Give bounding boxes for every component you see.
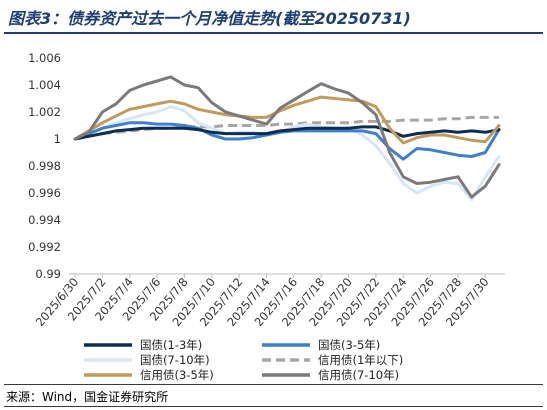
y-axis: 0.99 0.992 0.994 0.996 0.998 1 1.002 1.004 1.006 bbox=[28, 51, 61, 281]
legend: 国债(1-3年) 国债(3-5年) 国债(7-10年) 信用债(1年以下) 信用债(3-… bbox=[84, 338, 403, 382]
source-note: 来源：Wind，国金证券研究所 bbox=[6, 390, 169, 404]
legend-label: 国债(1-3年) bbox=[140, 338, 202, 352]
title-divider bbox=[4, 32, 543, 34]
y-tick-label: 1 bbox=[54, 132, 61, 146]
legend-label: 信用债(7-10年) bbox=[318, 368, 399, 382]
y-tick-label: 0.994 bbox=[28, 213, 61, 227]
legend-label: 信用债(3-5年) bbox=[140, 368, 214, 382]
legend-label: 国债(3-5年) bbox=[318, 338, 380, 352]
series-line bbox=[73, 95, 501, 145]
series-line bbox=[73, 75, 501, 199]
series-line bbox=[73, 125, 501, 141]
y-tick-label: 0.99 bbox=[35, 267, 61, 281]
line-chart: 0.99 0.992 0.994 0.996 0.998 1 1.002 1.004 1.006… bbox=[28, 51, 505, 382]
y-tick-label: 0.998 bbox=[28, 159, 61, 173]
y-tick-label: 1.006 bbox=[28, 51, 61, 65]
legend-label: 国债(7-10年) bbox=[140, 353, 210, 367]
bottom-divider bbox=[4, 406, 543, 407]
title-bar: 图表3：债券资产过去一个月净值走势(截至20250731) bbox=[0, 0, 547, 34]
legend-label: 信用债(1年以下) bbox=[318, 353, 403, 367]
y-tick-label: 0.992 bbox=[28, 240, 61, 254]
footer-divider bbox=[4, 384, 543, 385]
series-layer bbox=[73, 75, 501, 202]
y-tick-label: 1.002 bbox=[28, 105, 61, 119]
y-tick-label: 1.004 bbox=[28, 78, 61, 92]
x-axis: 2025/6/302025/7/22025/7/42025/7/62025/7/… bbox=[33, 273, 505, 329]
y-tick-label: 0.996 bbox=[28, 186, 61, 200]
series-line bbox=[73, 105, 501, 202]
chart-title: 图表3：债券资产过去一个月净值走势(截至20250731) bbox=[8, 9, 411, 28]
